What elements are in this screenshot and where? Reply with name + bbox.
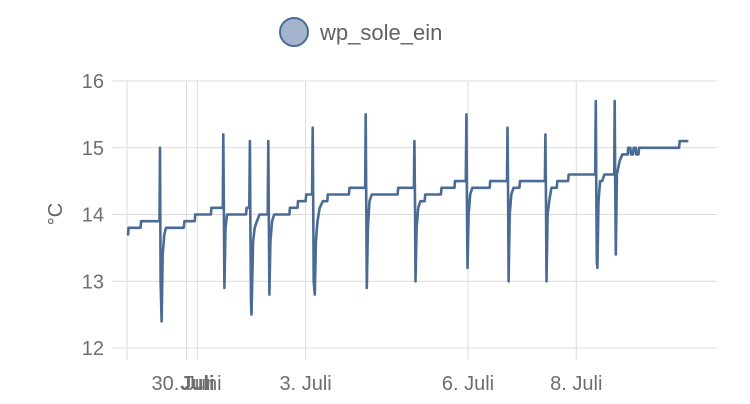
x-tick-label: 3. Juli xyxy=(279,373,331,395)
y-axis-title: °C xyxy=(45,203,67,225)
y-tick-label: 14 xyxy=(82,205,104,227)
x-tick-label: 30. Juni xyxy=(152,373,222,395)
legend-swatch[interactable] xyxy=(279,17,309,47)
series-layer xyxy=(126,99,689,323)
y-tick-label: 16 xyxy=(82,71,104,93)
y-tick-label: 15 xyxy=(82,138,104,160)
legend-label[interactable]: wp_sole_ein xyxy=(319,20,442,45)
y-tick-label: 12 xyxy=(82,338,104,360)
x-tick-label: 6. Juli xyxy=(442,373,494,395)
legend[interactable]: wp_sole_ein xyxy=(279,17,442,47)
y-tick-label: 13 xyxy=(82,271,104,293)
x-tick-label: Juli xyxy=(180,373,214,395)
series-line-wp_sole_ein[interactable] xyxy=(126,99,689,323)
y-axis: 12 13 14 15 16 xyxy=(82,71,104,360)
x-tick-label: 8. Juli xyxy=(550,373,602,395)
